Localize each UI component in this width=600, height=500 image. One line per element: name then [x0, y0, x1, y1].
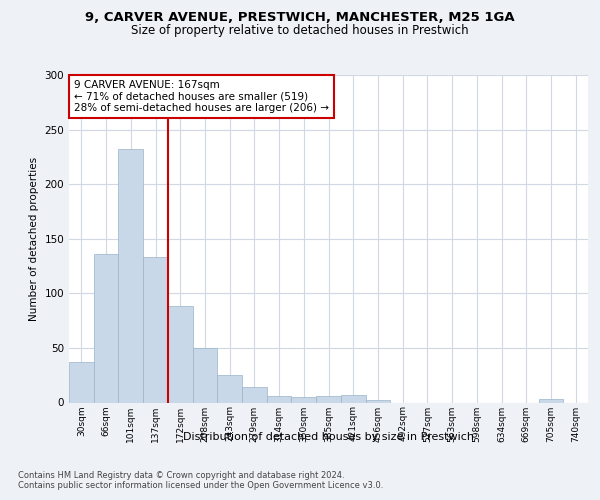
Text: Distribution of detached houses by size in Prestwich: Distribution of detached houses by size …	[184, 432, 475, 442]
Bar	[341, 395, 365, 402]
Bar	[118, 149, 143, 403]
Text: 9, CARVER AVENUE, PRESTWICH, MANCHESTER, M25 1GA: 9, CARVER AVENUE, PRESTWICH, MANCHESTER,…	[85, 11, 515, 24]
Text: Contains HM Land Registry data © Crown copyright and database right 2024.: Contains HM Land Registry data © Crown c…	[18, 471, 344, 480]
Bar	[365, 400, 390, 402]
Y-axis label: Number of detached properties: Number of detached properties	[29, 156, 39, 321]
Text: 9 CARVER AVENUE: 167sqm
← 71% of detached houses are smaller (519)
28% of semi-d: 9 CARVER AVENUE: 167sqm ← 71% of detache…	[74, 80, 329, 113]
Bar	[242, 387, 267, 402]
Bar	[193, 348, 217, 403]
Bar	[94, 254, 118, 402]
Text: Size of property relative to detached houses in Prestwich: Size of property relative to detached ho…	[131, 24, 469, 37]
Bar	[217, 375, 242, 402]
Bar	[316, 396, 341, 402]
Bar	[292, 397, 316, 402]
Text: Contains public sector information licensed under the Open Government Licence v3: Contains public sector information licen…	[18, 481, 383, 490]
Bar	[267, 396, 292, 402]
Bar	[69, 362, 94, 403]
Bar	[168, 306, 193, 402]
Bar	[143, 258, 168, 402]
Bar	[539, 399, 563, 402]
